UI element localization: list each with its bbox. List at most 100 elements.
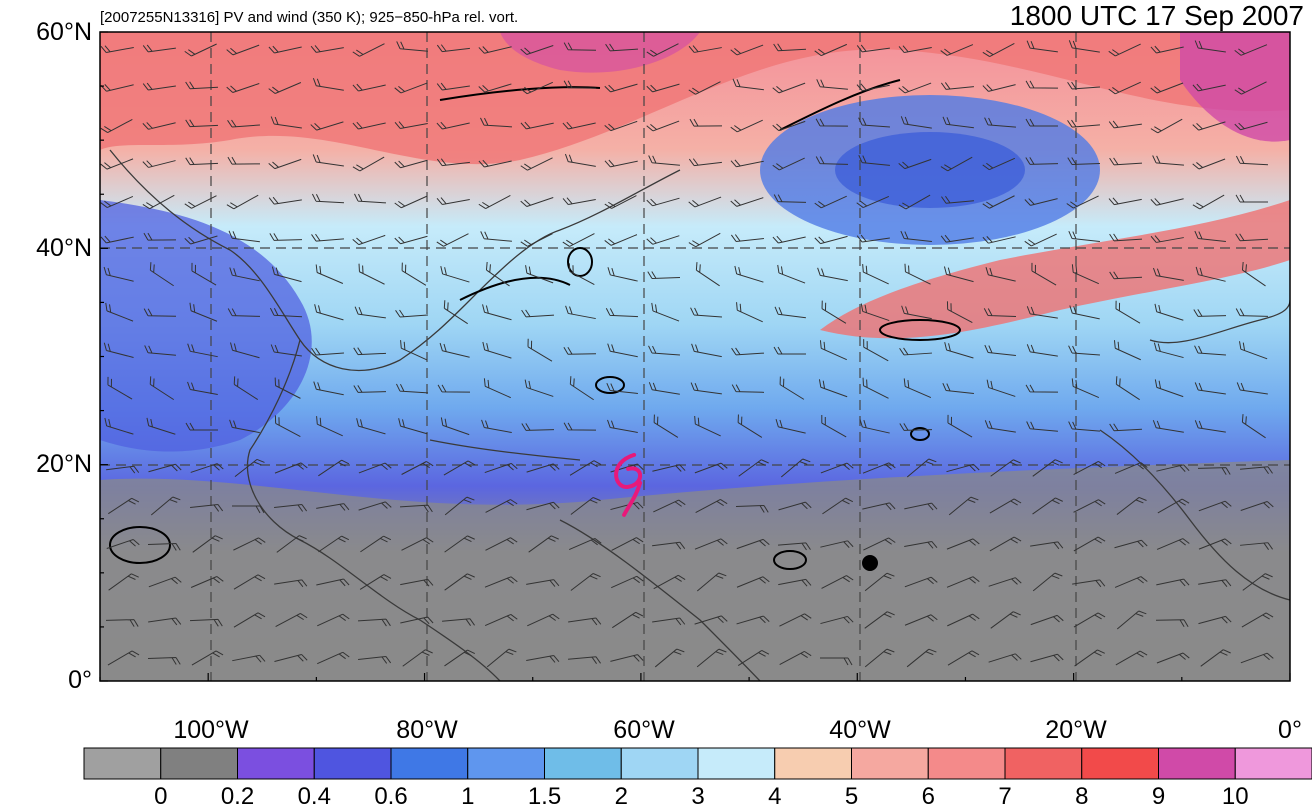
wind-barb [898,82,932,94]
wind-barb [185,81,219,90]
wind-barb [774,306,806,319]
wind-barb [185,422,219,431]
wind-barb [394,121,428,129]
wind-barb [1150,45,1184,54]
wind-barb [521,309,555,318]
colorbar-swatch [313,747,392,780]
wind-barb [318,535,350,553]
wind-barb [731,347,765,356]
colorbar-label: 2 [614,783,628,810]
wind-barb [696,648,727,668]
wind-barb [189,618,223,627]
wind-barb [648,345,681,356]
wind-barb [1234,81,1267,95]
wind-barb [352,234,386,246]
lat-label-40n: 40°N [36,234,92,262]
wind-barb [1198,579,1232,587]
lon-label-100w: 100°W [173,716,249,744]
high-pv-band-north [100,32,1290,165]
wind-barb [526,501,560,511]
wind-barb [1240,652,1274,664]
wind-barb [906,458,937,478]
wind-barb [1069,305,1100,320]
wind-barb [1240,501,1274,511]
colorbar-swatch [927,747,1006,780]
wind-barb [1026,421,1058,432]
wind-barb [820,615,854,625]
wind-barb [982,84,1016,92]
wind-barb [818,379,848,398]
wind-barb [231,505,265,514]
wind-barb [147,656,181,665]
wind-barb [1155,619,1189,628]
wind-barb [689,118,723,127]
wind-barb [268,196,302,205]
wind-barb [1032,459,1063,477]
axis-ticks [99,31,1291,682]
wind-barb [184,235,218,245]
wind-barb [653,574,686,590]
wind-barb [358,462,392,474]
wind-barb [944,342,974,359]
colorbar-label: 1.5 [527,783,562,810]
wind-barb [520,157,553,171]
wind-barb [899,347,933,356]
wind-barb [1200,649,1231,667]
wind-barb [863,537,896,551]
wind-barb [1108,43,1141,57]
wind-barb [105,302,134,322]
wind-barb [269,307,303,318]
wind-barb [142,160,176,168]
wind-barb [904,540,938,549]
wind-barb [1156,578,1190,587]
lon-label-40w: 40°W [829,716,891,744]
wind-barb [648,382,680,395]
colorbar-label: 0.2 [220,783,255,810]
wind-barb [358,655,392,664]
wind-barb [695,262,720,287]
wind-barb [444,535,475,553]
wind-barb [604,234,638,246]
colorbar-swatch [467,747,545,780]
wind-barb [607,419,638,433]
wind-barb [528,535,559,553]
wind-barb [1194,345,1226,356]
wind-barb [948,496,979,516]
wind-barb [485,499,518,513]
wind-barb [106,465,140,474]
wind-barb [274,653,308,663]
wind-barb [520,45,554,55]
wind-barb [478,83,512,93]
colorbar-label: 5 [844,783,859,810]
wind-barb [779,613,812,627]
wind-barb [1025,157,1059,165]
wind-barb [107,650,140,666]
wind-barb [148,463,182,473]
wind-barb [478,159,512,168]
wind-barb [814,43,848,57]
colorbar-label: 9 [1151,783,1166,810]
wind-barb [234,458,265,477]
wind-barb [646,120,680,132]
wind-barb [1150,118,1183,134]
wind-barb [227,119,260,128]
wind-barb [1192,83,1226,92]
wind-barb [311,193,345,204]
wind-barb [1156,538,1190,550]
wind-barb [1198,500,1232,512]
wind-barb [1239,341,1268,360]
wind-barb [480,117,513,128]
wind-barb [276,535,307,553]
wind-barb [191,262,217,286]
wind-barb [817,267,848,282]
wind-barb [352,83,386,92]
wind-barb [947,613,980,627]
wind-barb [816,79,848,90]
wind-barb [694,415,721,437]
wind-barb [478,46,512,54]
wind-barb [694,462,728,474]
wind-barb [1072,579,1106,588]
wind-barb [773,194,807,203]
wind-barb [1026,306,1058,319]
wind-barb [437,384,471,393]
